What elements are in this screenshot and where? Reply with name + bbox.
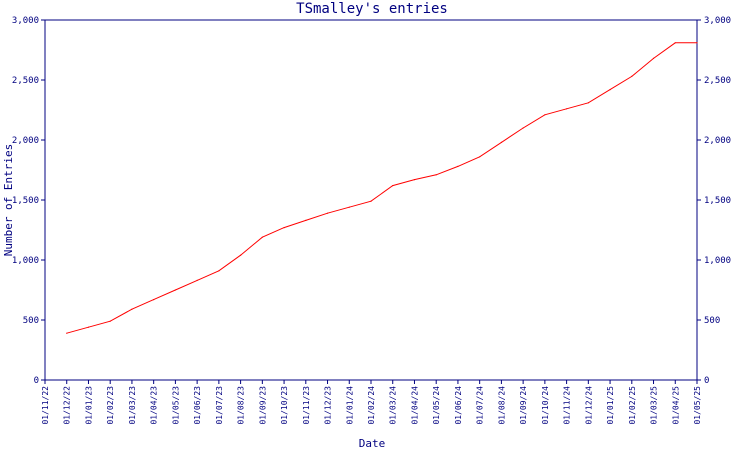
x-tick-label: 01/08/23: [237, 386, 246, 425]
y-axis-label: Number of Entries: [2, 144, 15, 257]
x-tick-label: 01/02/25: [628, 386, 637, 425]
data-point: [631, 75, 633, 77]
y-tick-label-right: 2,500: [704, 76, 731, 86]
data-point: [609, 89, 611, 91]
data-point: [131, 308, 133, 310]
data-point: [348, 206, 350, 208]
data-point: [370, 200, 372, 202]
y-tick-label-right: 1,500: [704, 196, 731, 206]
x-tick-label: 01/05/23: [171, 386, 180, 425]
data-point: [544, 114, 546, 116]
data-point: [196, 279, 198, 281]
series-layer: [66, 42, 698, 334]
y-tick-label-right: 1,000: [704, 256, 731, 266]
x-tick-label: 01/07/24: [476, 386, 485, 425]
data-point: [174, 289, 176, 291]
y-tick-label-right: 0: [704, 376, 709, 386]
x-tick-label: 01/03/25: [650, 386, 659, 425]
x-axis-label: Date: [359, 437, 386, 450]
data-point: [261, 236, 263, 238]
x-tick-label: 01/06/24: [454, 386, 463, 425]
x-tick-label: 01/02/23: [106, 386, 115, 425]
x-tick-label: 01/09/24: [519, 386, 528, 425]
y-tick-label: 1,000: [12, 256, 39, 266]
x-tick-label: 01/01/24: [345, 386, 354, 425]
y-tick-label: 500: [23, 316, 39, 326]
data-point: [652, 57, 655, 60]
x-tick-label: 01/10/23: [280, 386, 289, 425]
y-tick-label-right: 2,000: [704, 136, 731, 146]
x-tick-label: 01/11/24: [563, 386, 572, 425]
data-point: [566, 108, 568, 110]
x-tick-label: 01/12/22: [63, 386, 72, 425]
data-point: [218, 270, 220, 272]
data-point: [500, 141, 502, 143]
data-point: [696, 42, 698, 44]
y-tick-label: 2,500: [12, 76, 39, 86]
series-line: [66, 42, 697, 334]
data-point: [457, 165, 459, 167]
data-point: [109, 320, 111, 322]
plot-frame: [44, 19, 698, 381]
data-point: [413, 179, 416, 181]
x-tick-label: 01/10/24: [541, 386, 550, 425]
x-tick-label: 01/04/23: [150, 386, 159, 425]
x-tick-label: 01/05/25: [693, 386, 702, 425]
data-point: [283, 227, 285, 229]
data-point: [435, 174, 437, 176]
x-tick-label: 01/05/24: [432, 386, 441, 425]
data-point: [522, 127, 524, 129]
x-tick-label: 01/01/23: [84, 386, 93, 425]
x-tick-label: 01/02/24: [367, 386, 376, 425]
data-point: [66, 332, 68, 334]
x-tick-label: 01/04/24: [410, 386, 419, 425]
y-tick-label: 2,000: [12, 136, 39, 146]
x-tick-label: 01/04/25: [671, 386, 680, 425]
y-tick-label-right: 500: [704, 316, 720, 326]
x-tick-label: 01/12/23: [324, 386, 333, 425]
data-point: [587, 102, 589, 104]
chart-title: TSmalley's entries: [296, 1, 448, 17]
data-point: [326, 212, 329, 214]
x-tick-label: 01/11/23: [302, 386, 311, 425]
x-tick-label: 01/12/24: [584, 386, 593, 425]
x-tick-label: 01/08/24: [497, 386, 506, 425]
y-tick-label: 0: [34, 376, 39, 386]
y-tick-label: 3,000: [12, 16, 39, 26]
x-tick-label: 01/07/23: [215, 386, 224, 425]
data-point: [392, 185, 394, 187]
y-tick-label: 1,500: [12, 196, 39, 206]
data-point: [479, 156, 481, 158]
x-tick-label: 01/09/23: [258, 386, 267, 425]
data-point: [153, 299, 155, 301]
data-point: [305, 219, 307, 221]
data-point: [87, 326, 90, 328]
tick-layer: 0 0 500 500 1,000 1,000 1,500 1,500 2,000 2,000 2,…: [12, 16, 731, 425]
data-point: [240, 254, 242, 256]
x-tick-label: 01/01/25: [606, 386, 615, 425]
x-tick-label: 01/03/23: [128, 386, 137, 425]
data-point: [674, 42, 676, 44]
x-tick-label: 01/11/22: [41, 386, 50, 425]
x-tick-label: 01/03/24: [389, 386, 398, 425]
x-tick-label: 01/06/23: [193, 386, 202, 425]
y-tick-label-right: 3,000: [704, 16, 731, 26]
